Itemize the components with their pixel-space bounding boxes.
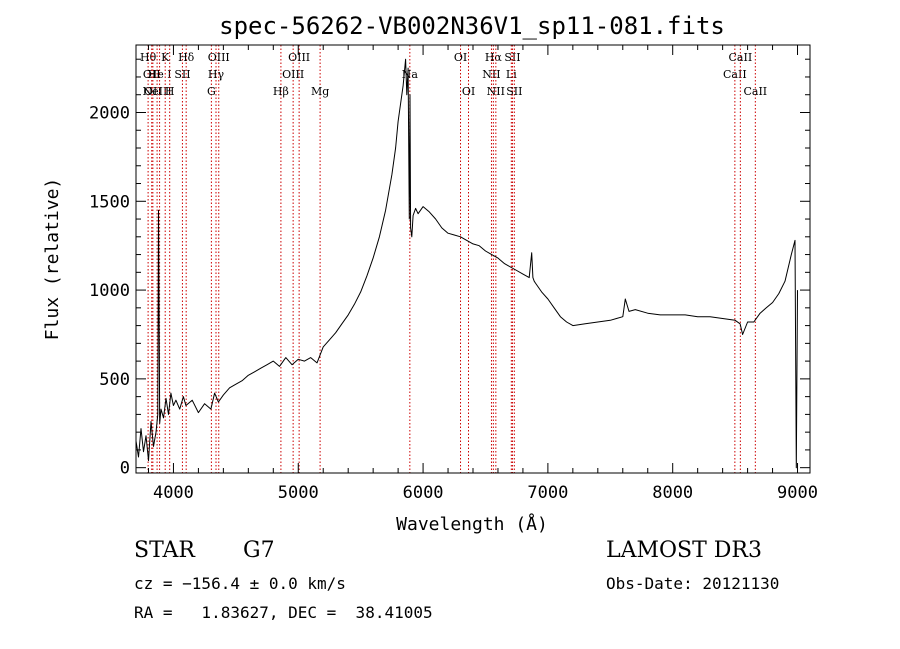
series-layer bbox=[135, 58, 798, 469]
marker-label: OI bbox=[462, 85, 475, 98]
marker-label: NII bbox=[482, 68, 500, 81]
survey-name: LAMOST DR3 bbox=[606, 538, 762, 563]
marker-label: CaII bbox=[743, 85, 767, 98]
marker-label: Hθ bbox=[140, 51, 157, 64]
marker-label: SII bbox=[506, 85, 522, 98]
y-tick-label: 1000 bbox=[89, 281, 130, 301]
marker-label: Li bbox=[506, 68, 517, 81]
x-tick-label: 8000 bbox=[652, 483, 693, 503]
y-tick-label: 2000 bbox=[89, 103, 130, 123]
series-line bbox=[135, 58, 798, 469]
marker-label: OIII bbox=[208, 51, 230, 64]
x-axis-label: Wavelength (Å) bbox=[396, 513, 548, 535]
y-tick-label: 500 bbox=[99, 370, 130, 390]
x-tick-label: 5000 bbox=[278, 483, 319, 503]
marker-label: OI bbox=[454, 51, 467, 64]
marker-label: Hβ bbox=[273, 85, 289, 98]
object-subclass: G7 bbox=[243, 538, 275, 563]
marker-label: Hδ bbox=[178, 51, 195, 64]
x-axis-ticks: 4000 5000 6000 7000 8000 9000 bbox=[147, 45, 818, 503]
coordinates-line: RA = 1.83627, DEC = 38.41005 bbox=[134, 603, 433, 622]
plot-frame bbox=[135, 44, 811, 474]
y-tick-label: 0 bbox=[120, 459, 130, 479]
marker-label: Mg bbox=[311, 85, 329, 98]
y-axis-label: Flux (relative) bbox=[42, 178, 63, 341]
marker-label: SII bbox=[504, 51, 520, 64]
marker-label: G bbox=[207, 85, 216, 98]
y-axis-ticks: 0 500 1000 1500 2000 bbox=[89, 58, 810, 479]
marker-label: Hα bbox=[485, 51, 503, 64]
marker-label: SII bbox=[174, 68, 190, 81]
marker-label: NII bbox=[487, 85, 505, 98]
x-tick-label: 6000 bbox=[403, 483, 444, 503]
chart-title: spec-56262-VB002N36V1_sp11-081.fits bbox=[219, 12, 725, 40]
marker-label: Hγ bbox=[208, 68, 225, 81]
x-tick-label: 9000 bbox=[777, 483, 818, 503]
obs-date-line: Obs-Date: 20121130 bbox=[606, 574, 780, 593]
marker-label: OIII bbox=[282, 68, 304, 81]
marker-label: K bbox=[161, 51, 170, 64]
x-tick-label: 7000 bbox=[527, 483, 568, 503]
marker-label: OIII bbox=[288, 51, 310, 64]
marker-label: NeIII bbox=[143, 85, 172, 98]
marker-label: CaII bbox=[723, 68, 747, 81]
marker-label: CaII bbox=[729, 51, 753, 64]
marker-label: OII bbox=[143, 68, 161, 81]
marker-label: H bbox=[165, 85, 175, 98]
x-tick-label: 4000 bbox=[153, 483, 194, 503]
marker-label: He I bbox=[148, 68, 172, 81]
y-tick-label: 1500 bbox=[89, 192, 130, 212]
redshift-line: cz = −156.4 ± 0.0 km/s bbox=[134, 574, 346, 593]
object-class: STAR bbox=[134, 538, 195, 563]
